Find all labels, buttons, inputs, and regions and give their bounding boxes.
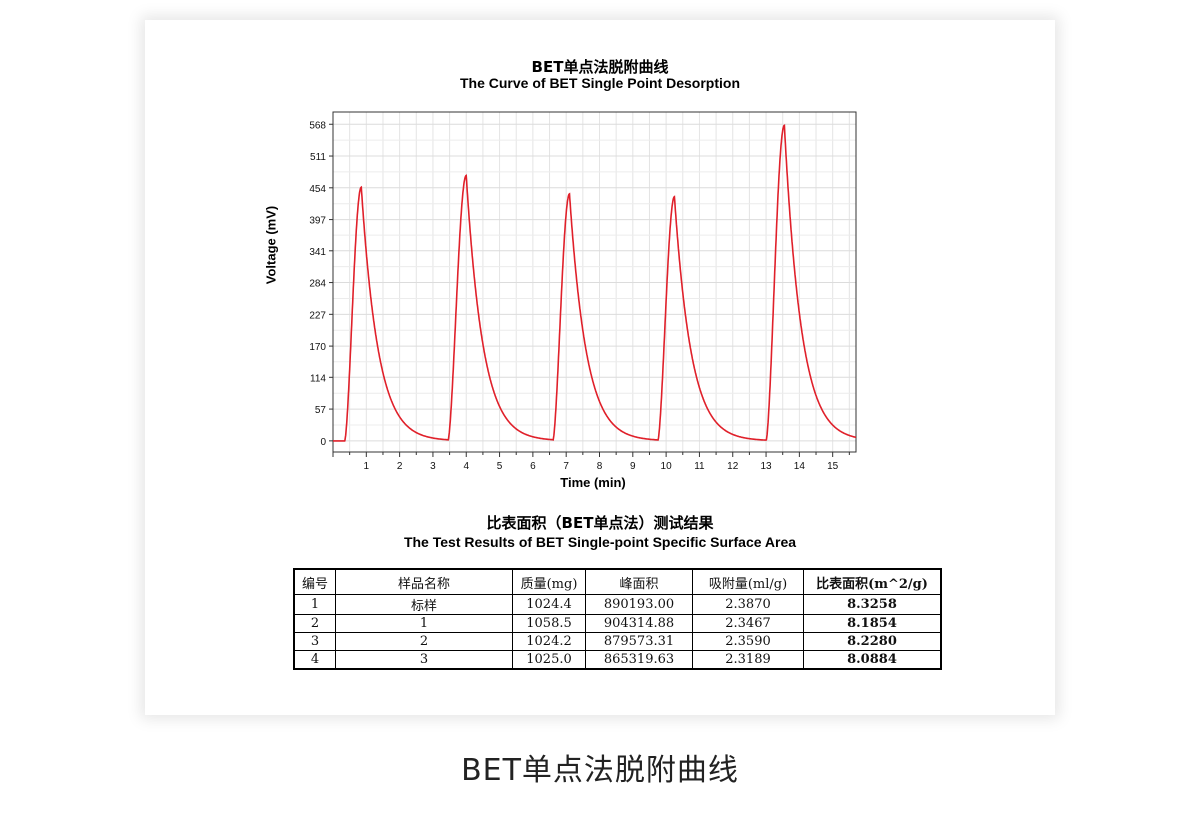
cell-sample-name: 标样 [335, 594, 513, 615]
image-caption: BET单点法脱附曲线 [461, 753, 739, 788]
y-tick-label: 0 [320, 437, 326, 448]
y-axis-label: Voltage (mV) [263, 205, 279, 285]
x-axis-label: Time (min) [560, 475, 626, 490]
header-adsorption: 吸附量(ml/g) [692, 568, 804, 595]
y-tick-label: 397 [309, 216, 326, 227]
y-tick-label: 568 [309, 120, 326, 131]
table-title: 比表面积（BET单点法）测试结果 [486, 514, 714, 532]
cell-peak-area: 879573.31 [585, 632, 693, 651]
header-sample-name: 样品名称 [335, 568, 513, 595]
header-peak-area: 峰面积 [585, 568, 693, 595]
cell-mass: 1024.4 [512, 594, 586, 615]
header-surface-area: 比表面积(m^2/g) [803, 568, 942, 595]
cell-mass: 1024.2 [512, 632, 586, 651]
cell-surface-area: 8.0884 [803, 650, 942, 670]
x-tick-label: 15 [827, 461, 839, 472]
cell-surface-area: 8.2280 [803, 632, 942, 651]
y-tick-label: 114 [310, 373, 326, 384]
plot-background [333, 112, 856, 452]
x-tick-label: 5 [497, 461, 503, 472]
cell-adsorption: 2.3870 [692, 594, 804, 615]
table-row: 2 1 1058.5 904314.88 2.3467 8.1854 [293, 614, 942, 633]
y-tick-label: 227 [309, 310, 326, 321]
cell-id: 2 [293, 614, 336, 633]
x-tick-label: 3 [430, 461, 436, 472]
plot-frame [332, 111, 857, 453]
x-tick-label: 9 [630, 461, 636, 472]
table-header-row: 编号 样品名称 质量(mg) 峰面积 吸附量(ml/g) 比表面积(m^2/g) [293, 568, 942, 595]
cell-mass: 1025.0 [512, 650, 586, 670]
cell-id: 1 [293, 594, 336, 615]
cell-sample-name: 1 [335, 614, 513, 633]
x-tick-label: 13 [760, 461, 772, 472]
y-tick-label: 284 [309, 279, 326, 290]
chart-title: BET单点法脱附曲线 [531, 58, 669, 76]
y-tick-label: 511 [310, 152, 326, 163]
x-tick-label: 8 [597, 461, 603, 472]
cell-adsorption: 2.3590 [692, 632, 804, 651]
table-row: 4 3 1025.0 865319.63 2.3189 8.0884 [293, 650, 942, 670]
cell-peak-area: 865319.63 [585, 650, 693, 670]
cell-adsorption: 2.3467 [692, 614, 804, 633]
y-tick-label: 170 [309, 342, 326, 353]
results-table: 编号 样品名称 质量(mg) 峰面积 吸附量(ml/g) 比表面积(m^2/g)… [293, 568, 942, 670]
cell-adsorption: 2.3189 [692, 650, 804, 670]
x-tick-label: 4 [463, 461, 469, 472]
cell-surface-area: 8.3258 [803, 594, 942, 615]
cell-peak-area: 890193.00 [585, 594, 693, 615]
table-subtitle: The Test Results of BET Single-point Spe… [403, 534, 797, 550]
cell-sample-name: 2 [335, 632, 513, 651]
table-row: 3 2 1024.2 879573.31 2.3590 8.2280 [293, 632, 942, 651]
series-line [333, 124, 856, 442]
x-tick-label: 7 [563, 461, 569, 472]
x-tick-label: 1 [364, 461, 370, 472]
cell-mass: 1058.5 [512, 614, 586, 633]
chart-subtitle: The Curve of BET Single Point Desorption [459, 75, 740, 91]
table-row: 1 标样 1024.4 890193.00 2.3870 8.3258 [293, 594, 942, 615]
header-mass: 质量(mg) [512, 568, 586, 595]
cell-peak-area: 904314.88 [585, 614, 693, 633]
x-tick-label: 2 [397, 461, 403, 472]
cell-surface-area: 8.1854 [803, 614, 942, 633]
cell-id: 4 [293, 650, 336, 670]
header-id: 编号 [293, 568, 336, 595]
x-tick-label: 10 [661, 461, 673, 472]
y-tick-label: 57 [315, 405, 327, 416]
y-tick-label: 341 [309, 247, 326, 258]
y-tick-label: 454 [309, 184, 326, 195]
x-tick-label: 6 [530, 461, 536, 472]
figure-card: BET单点法脱附曲线 The Curve of BET Single Point… [145, 20, 1055, 715]
x-tick-label: 11 [694, 461, 705, 472]
cell-sample-name: 3 [335, 650, 513, 670]
cell-id: 3 [293, 632, 336, 651]
x-tick-label: 14 [794, 461, 806, 472]
x-tick-label: 12 [727, 461, 739, 472]
